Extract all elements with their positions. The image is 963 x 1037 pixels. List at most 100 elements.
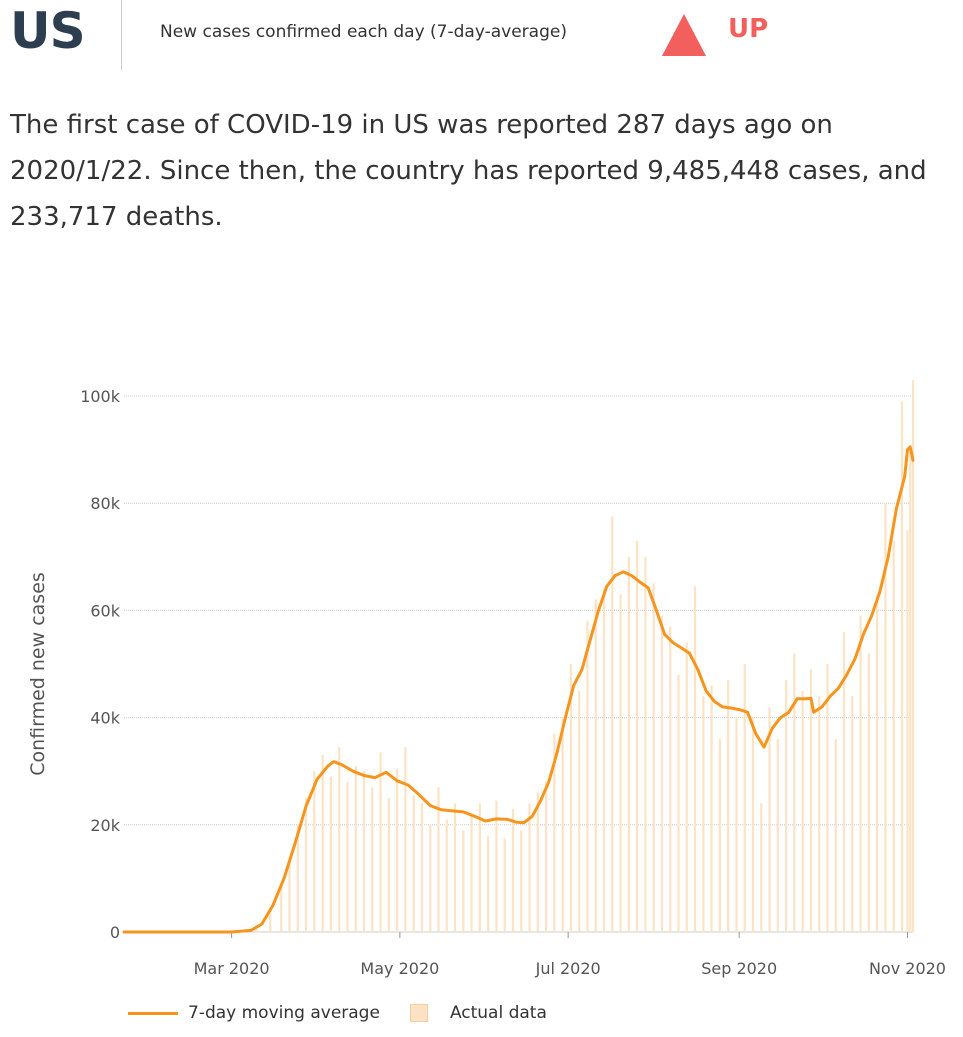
actual-data-bar xyxy=(371,787,374,932)
actual-data-bar xyxy=(561,717,564,932)
actual-data-bar xyxy=(842,631,846,932)
actual-data-bar xyxy=(619,594,622,932)
x-tick-label: May 2020 xyxy=(360,959,439,978)
actual-data-bar xyxy=(445,819,448,932)
x-tick-label: Nov 2020 xyxy=(869,959,946,978)
actual-data-bar xyxy=(462,830,465,932)
actual-data-bar xyxy=(321,755,324,932)
actual-data-bar xyxy=(801,690,804,932)
x-tick-label: Mar 2020 xyxy=(194,959,270,978)
actual-data-bar xyxy=(304,798,308,932)
actual-data-bar xyxy=(702,696,705,932)
actual-data-bar xyxy=(594,599,597,932)
actual-data-bar xyxy=(784,680,788,932)
actual-data-bar xyxy=(900,401,904,932)
actual-data-bar xyxy=(553,733,556,932)
actual-data-bar xyxy=(296,824,299,932)
actual-data-bar xyxy=(876,594,879,932)
actual-data-bar xyxy=(255,926,258,932)
actual-data-bar xyxy=(362,771,366,932)
actual-data-bar xyxy=(412,795,415,932)
actual-data-bar xyxy=(751,717,755,932)
header-divider xyxy=(121,0,122,70)
actual-data-bar xyxy=(269,913,272,932)
actual-data-bar xyxy=(809,669,813,932)
actual-data-bar xyxy=(379,752,382,932)
actual-data-bar xyxy=(627,556,630,932)
actual-data-bar xyxy=(768,706,771,932)
actual-data-bar xyxy=(346,781,349,932)
y-tick-label: 0 xyxy=(110,923,120,942)
actual-data-bar xyxy=(636,540,639,932)
chart-subtitle: New cases confirmed each day (7-day-aver… xyxy=(160,22,567,42)
actual-data-bar xyxy=(470,814,473,932)
trend-up-triangle xyxy=(662,14,706,56)
x-tick-label: Sep 2020 xyxy=(701,959,777,978)
actual-data-bar xyxy=(906,530,909,932)
actual-data-bar xyxy=(718,739,721,932)
actual-data-bar xyxy=(911,379,915,932)
actual-data-bar xyxy=(544,781,548,932)
actual-data-bar xyxy=(743,664,746,932)
actual-data-bar xyxy=(338,747,341,932)
summary-text: The first case of COVID-19 in US was rep… xyxy=(10,110,927,232)
actual-data-bar xyxy=(420,803,424,932)
actual-data-bar xyxy=(909,449,912,932)
actual-data-bar xyxy=(495,800,498,932)
actual-data-bar xyxy=(487,835,490,932)
actual-data-bar xyxy=(511,808,515,932)
actual-data-bar xyxy=(735,717,738,932)
actual-data-bar xyxy=(313,771,316,932)
actual-data-bar xyxy=(520,830,523,932)
actual-data-bar xyxy=(826,664,829,932)
actual-data-bar xyxy=(329,776,333,932)
actual-data-bar xyxy=(867,653,870,932)
actual-data-bar xyxy=(859,615,862,932)
actual-data-bar xyxy=(685,642,688,932)
actual-data-bar xyxy=(660,615,664,932)
actual-data-bar xyxy=(851,696,854,932)
actual-data-bar xyxy=(429,824,432,932)
actual-data-bar xyxy=(892,540,895,932)
actual-data-bar xyxy=(536,792,539,932)
legend-bar-swatch xyxy=(409,1004,428,1022)
trend-up-icon xyxy=(662,14,706,56)
actual-data-bar xyxy=(776,739,779,932)
actual-data-bar xyxy=(710,685,713,932)
cases-chart: 0 20k 40k 60k 80k 100k Mar 2020 May 2020 Jul 202… xyxy=(27,379,946,978)
chart-legend: 7-day moving average Actual data xyxy=(128,1000,547,1026)
actual-data-bar xyxy=(669,626,672,932)
actual-data-bar xyxy=(818,696,821,932)
actual-data-bar xyxy=(478,803,481,932)
actual-data-bar xyxy=(503,838,506,932)
legend-line-swatch xyxy=(128,1011,178,1015)
actual-data-bar xyxy=(611,516,614,932)
x-tick-label: Jul 2020 xyxy=(535,959,601,978)
actual-data-bar xyxy=(578,690,581,932)
actual-data-bar xyxy=(453,803,457,932)
actual-data-bar xyxy=(602,588,606,932)
actual-data-bar xyxy=(884,503,887,932)
y-axis-label: Confirmed new cases xyxy=(27,572,49,776)
moving-average-line xyxy=(122,445,915,934)
actual-data-bar xyxy=(727,680,730,932)
actual-data-bar xyxy=(644,556,647,932)
actual-data-bar xyxy=(404,747,407,932)
trend-label: UP xyxy=(728,14,769,44)
y-tick-label: 100k xyxy=(80,387,121,406)
actual-data-bar xyxy=(437,787,440,932)
y-tick-label: 20k xyxy=(90,816,120,835)
y-tick-label: 40k xyxy=(90,709,120,728)
y-tick-label: 60k xyxy=(90,601,120,620)
y-tick-label: 80k xyxy=(90,494,120,513)
actual-data-bar xyxy=(652,583,655,932)
actual-data-bar xyxy=(569,664,573,932)
legend-bar-label: Actual data xyxy=(449,1003,547,1023)
actual-data-bar xyxy=(586,621,589,932)
actual-data-bar xyxy=(760,803,763,932)
country-title: US xyxy=(10,2,86,60)
actual-data-bar xyxy=(677,674,680,932)
actual-data-bar xyxy=(693,586,697,932)
actual-data-bar xyxy=(387,798,390,932)
legend-line-label: 7-day moving average xyxy=(188,1003,380,1023)
